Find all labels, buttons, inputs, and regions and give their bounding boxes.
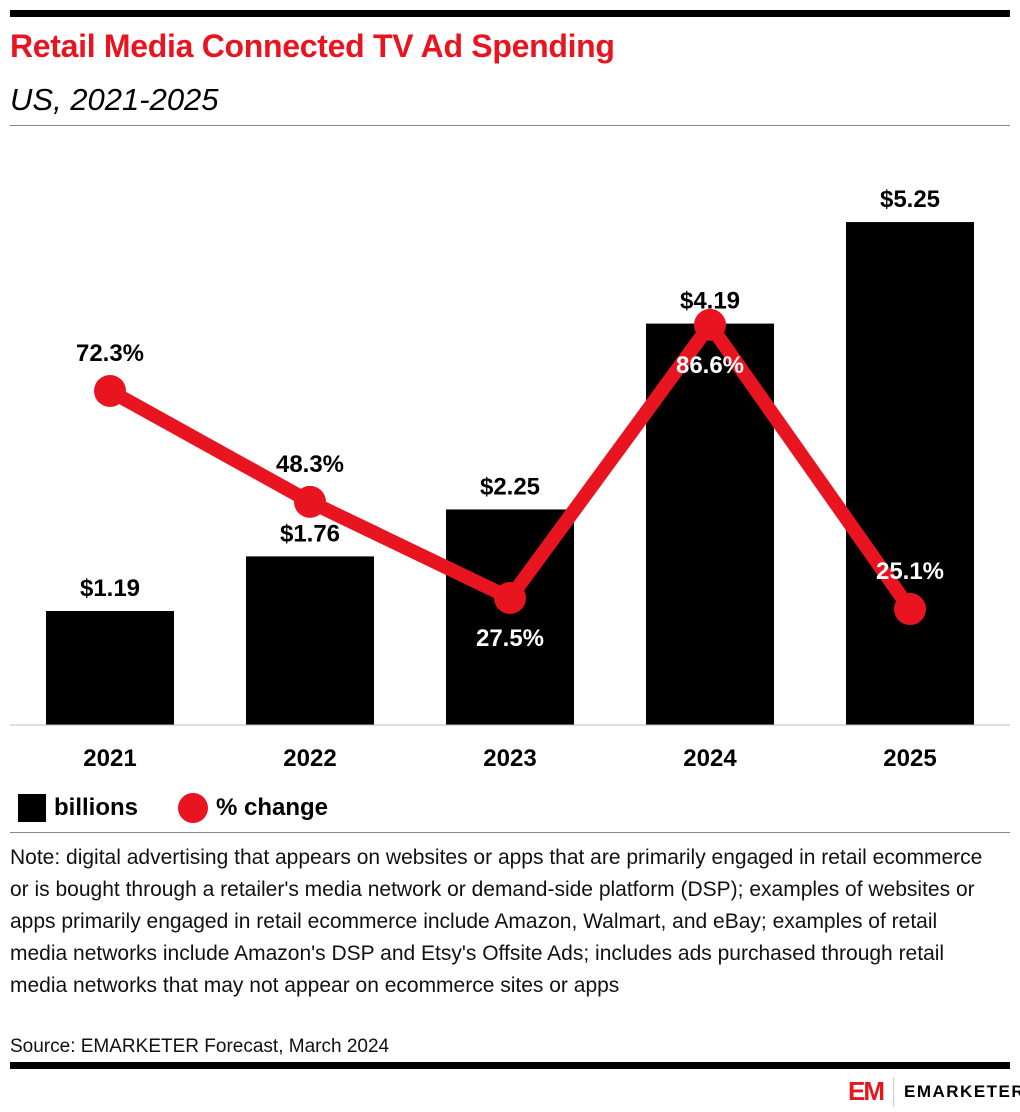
top-bar: [10, 10, 1010, 17]
x-tick-label: 2025: [883, 745, 936, 772]
line-point: [894, 593, 926, 626]
legend-bar-label: billions: [54, 794, 138, 821]
line-point: [494, 581, 526, 614]
logo: EM EMARKETER: [848, 1076, 1020, 1107]
legend-line-swatch: [178, 793, 208, 823]
bar-value-label: $5.25: [880, 186, 940, 213]
x-tick-label: 2022: [283, 745, 336, 772]
chart-title: Retail Media Connected TV Ad Spending: [10, 28, 615, 64]
divider: [10, 832, 1010, 833]
chart-plot: $1.192021$1.762022$2.252023$4.192024$5.2…: [10, 186, 1010, 772]
line-value-label: 86.6%: [676, 352, 744, 379]
bar: [46, 610, 174, 725]
chart-subtitle: US, 2021-2025: [10, 82, 219, 117]
logo-mark: EM: [848, 1076, 885, 1106]
x-tick-label: 2023: [483, 745, 536, 772]
bar-value-label: $1.76: [280, 520, 340, 547]
legend-bar-swatch: [18, 794, 46, 822]
legend-line-label: % change: [216, 794, 329, 821]
x-tick-label: 2024: [683, 745, 737, 772]
line-value-label: 48.3%: [276, 451, 344, 478]
bottom-bar: [10, 1062, 1010, 1069]
bar-value-label: $1.19: [80, 575, 140, 602]
line-point: [94, 374, 126, 407]
legend: billions % change: [18, 793, 328, 823]
source: Source: EMARKETER Forecast, March 2024: [10, 1036, 390, 1057]
logo-brand: EMARKETER: [904, 1081, 1020, 1101]
bar-value-label: $2.25: [480, 473, 540, 500]
note: Note: digital advertising that appears o…: [10, 846, 983, 997]
line-point: [694, 308, 726, 341]
x-tick-label: 2021: [83, 745, 136, 772]
bar: [246, 556, 374, 725]
line-point: [294, 485, 326, 518]
divider: [10, 125, 1010, 126]
line-value-label: 25.1%: [876, 558, 944, 585]
line-value-label: 27.5%: [476, 625, 544, 652]
line-value-label: 72.3%: [76, 340, 144, 367]
bar: [846, 222, 974, 726]
